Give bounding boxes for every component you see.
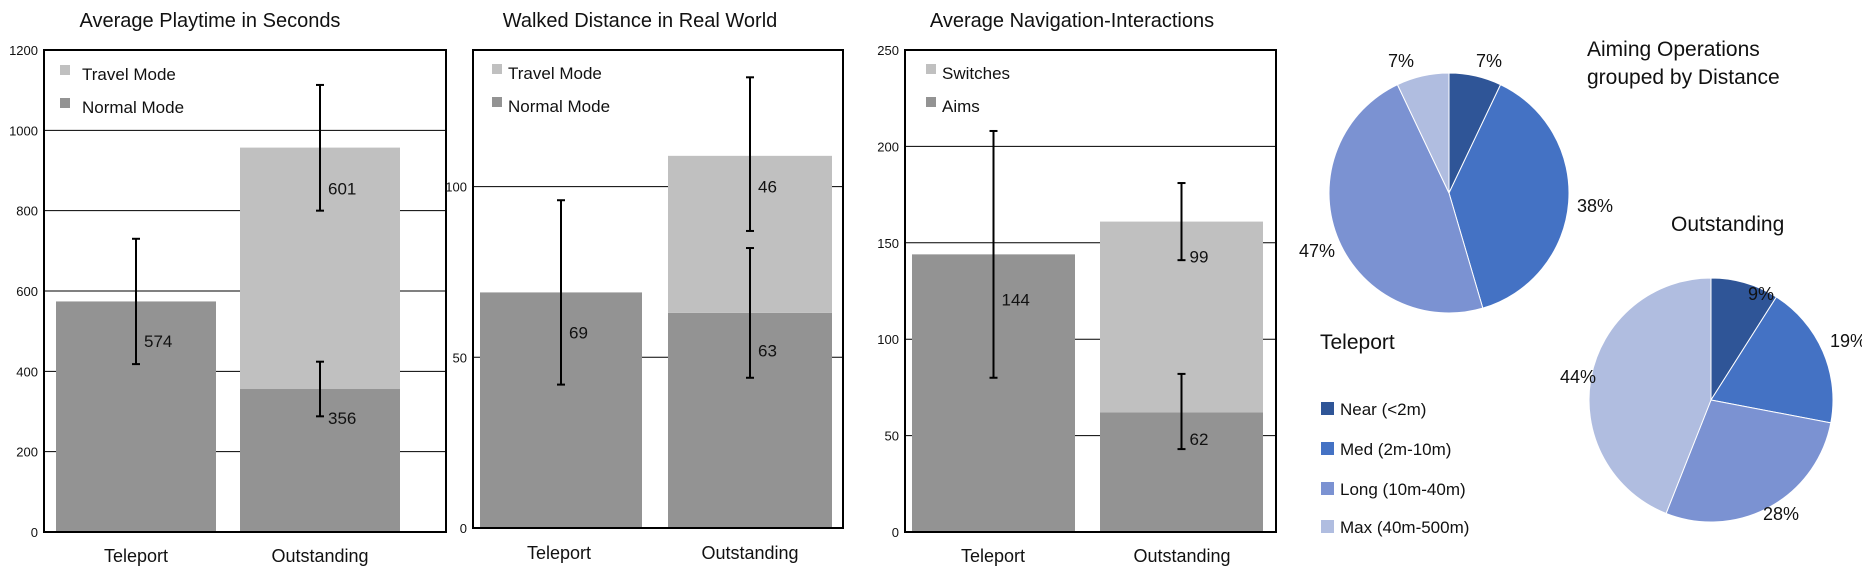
category-label: Teleport (104, 546, 168, 566)
legend-label: Switches (942, 64, 1010, 83)
y-tick-label: 100 (877, 332, 899, 347)
pie-slice (1665, 399, 1832, 523)
y-tick-label: 250 (877, 43, 899, 58)
data-label: 99 (1190, 247, 1209, 266)
y-tick-label: 50 (885, 429, 899, 444)
y-tick-label: 800 (16, 204, 38, 219)
legend-label: Travel Mode (82, 65, 176, 84)
category-label: Outstanding (271, 546, 368, 566)
pie-chart-aiming-operations: Aiming Operations grouped by Distance Te… (1299, 38, 1862, 537)
data-label: 601 (328, 180, 356, 199)
y-tick-label: 0 (31, 525, 38, 540)
legend-swatch (492, 97, 502, 107)
pie-slice-label: 38% (1577, 196, 1613, 216)
y-tick-label: 0 (460, 521, 467, 536)
chart-title: Average Playtime in Seconds (80, 10, 341, 32)
y-tick-label: 100 (445, 180, 467, 195)
legend-swatch (1321, 482, 1334, 495)
y-tick-label: 200 (877, 139, 899, 154)
chart-title: Average Navigation-Interactions (930, 10, 1214, 32)
data-label: 62 (1190, 430, 1209, 449)
bar-chart-navigation-interactions: Average Navigation-Interactions Teleport… (877, 10, 1277, 566)
legend-swatch (60, 98, 70, 108)
pie-slice-label: 7% (1476, 51, 1502, 71)
pie-panel-title-line1: Aiming Operations (1587, 38, 1760, 61)
pie-slice (1328, 83, 1484, 314)
pie-slice (1710, 296, 1834, 424)
pie-slice-label: 9% (1748, 284, 1774, 304)
legend-swatch (492, 64, 502, 74)
data-label: 63 (758, 342, 777, 361)
pie-panel-title-line2: grouped by Distance (1587, 66, 1780, 89)
pie-legend: Near (<2m) Med (2m-10m) Long (10m-40m) M… (1321, 400, 1469, 537)
plot-frame (43, 49, 447, 533)
plot-frame (472, 49, 844, 529)
y-tick-label: 600 (16, 284, 38, 299)
pie-slice-label: 7% (1388, 51, 1414, 71)
legend-label: Med (2m-10m) (1340, 440, 1451, 459)
y-tick-label: 200 (16, 445, 38, 460)
legend-swatch (1321, 520, 1334, 533)
pie-slice (1448, 83, 1570, 309)
pie-slice-label: 47% (1299, 241, 1335, 261)
legend-swatch (60, 65, 70, 75)
y-tick-label: 1000 (9, 123, 38, 138)
pie-slice (1588, 277, 1712, 515)
chart-title: Walked Distance in Real World (503, 10, 778, 32)
pie-name-teleport: Teleport (1320, 331, 1395, 354)
bar-chart-walked-distance: Walked Distance in Real World Teleport O… (445, 10, 844, 563)
bar-chart-playtime: Average Playtime in Seconds Teleport Out… (9, 10, 447, 566)
legend-label: Near (<2m) (1340, 400, 1426, 419)
category-label: Teleport (961, 546, 1025, 566)
legend-label: Long (10m-40m) (1340, 480, 1466, 499)
legend-label: Aims (942, 97, 980, 116)
data-label: 69 (569, 324, 588, 343)
data-label: 356 (328, 409, 356, 428)
legend-swatch (926, 97, 936, 107)
y-tick-label: 0 (892, 525, 899, 540)
data-label: 574 (144, 332, 172, 351)
y-tick-label: 1200 (9, 43, 38, 58)
category-label: Teleport (527, 543, 591, 563)
legend-label: Normal Mode (508, 97, 610, 116)
pie-slice-label: 28% (1763, 504, 1799, 524)
data-label: 144 (1002, 291, 1030, 310)
data-label: 46 (758, 178, 777, 197)
pie-slice-label: 19% (1830, 331, 1862, 351)
category-label: Outstanding (1133, 546, 1230, 566)
pie-slice-label: 44% (1560, 367, 1596, 387)
y-tick-label: 150 (877, 236, 899, 251)
y-tick-label: 50 (453, 350, 467, 365)
category-label: Outstanding (701, 543, 798, 563)
pie-name-outstanding: Outstanding (1671, 213, 1784, 236)
legend-swatch (926, 64, 936, 74)
legend-swatch (1321, 442, 1334, 455)
legend-label: Travel Mode (508, 64, 602, 83)
pie-slice (1396, 72, 1450, 194)
legend-swatch (1321, 402, 1334, 415)
plot-frame (904, 49, 1277, 533)
legend-label: Normal Mode (82, 98, 184, 117)
legend-label: Max (40m-500m) (1340, 518, 1469, 537)
y-tick-label: 400 (16, 364, 38, 379)
